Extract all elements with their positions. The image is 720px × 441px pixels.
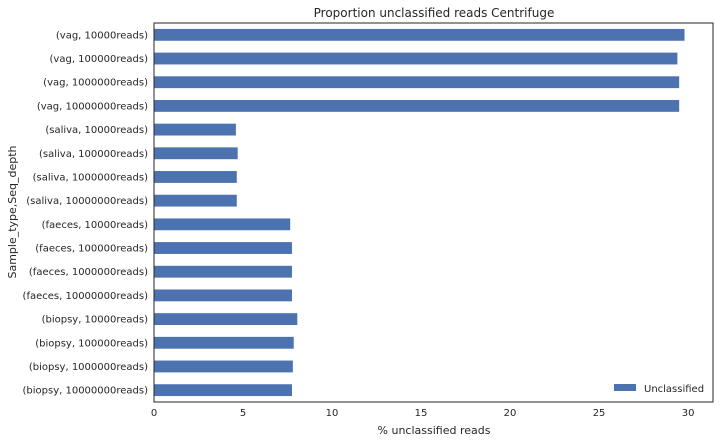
y-tick-label: (saliva, 1000000reads) bbox=[33, 172, 148, 183]
x-tick-label: 0 bbox=[151, 408, 157, 419]
legend-swatch bbox=[614, 384, 636, 391]
y-tick-label: (faeces, 10000reads) bbox=[42, 220, 148, 231]
bar bbox=[154, 313, 298, 326]
legend-label: Unclassified bbox=[644, 384, 704, 395]
bar bbox=[154, 289, 292, 302]
y-tick-label: (vag, 1000000reads) bbox=[43, 78, 148, 89]
x-tick-label: 5 bbox=[240, 408, 246, 419]
chart-title: Proportion unclassified reads Centrifuge bbox=[314, 6, 555, 20]
x-tick-label: 10 bbox=[326, 408, 339, 419]
x-tick-label: 15 bbox=[415, 408, 428, 419]
y-tick-label: (biopsy, 10000000reads) bbox=[22, 386, 148, 397]
bar bbox=[154, 218, 291, 231]
y-tick-label: (faeces, 10000000reads) bbox=[23, 291, 149, 302]
y-tick-label: (saliva, 10000reads) bbox=[45, 125, 148, 136]
x-tick-label: 20 bbox=[504, 408, 517, 419]
x-axis-title: % unclassified reads bbox=[378, 424, 491, 437]
bar bbox=[154, 242, 292, 254]
y-tick-labels: (vag, 10000reads) (vag, 100000reads) (vag,… bbox=[22, 30, 148, 396]
bar bbox=[154, 28, 685, 41]
legend: Unclassified bbox=[614, 384, 704, 395]
x-tick-label: 25 bbox=[593, 408, 606, 419]
bar bbox=[154, 336, 294, 349]
bar bbox=[154, 360, 293, 373]
bars-group bbox=[154, 28, 685, 397]
bar bbox=[154, 265, 292, 278]
bar bbox=[154, 52, 678, 65]
y-tick-label: (faeces, 1000000reads) bbox=[29, 267, 148, 278]
y-tick-label: (vag, 10000reads) bbox=[56, 30, 148, 41]
y-tick-label: (vag, 10000000reads) bbox=[37, 101, 148, 112]
x-tick-label: 30 bbox=[682, 408, 695, 419]
y-tick-label: (faeces, 100000reads) bbox=[35, 244, 148, 255]
y-tick-label: (biopsy, 1000000reads) bbox=[29, 362, 148, 373]
plot-frame bbox=[153, 22, 714, 403]
bar bbox=[154, 194, 237, 207]
bar bbox=[154, 123, 236, 136]
bar bbox=[154, 171, 237, 183]
bar bbox=[154, 147, 238, 160]
y-tick-label: (saliva, 100000reads) bbox=[39, 149, 148, 160]
y-tick-label: (vag, 100000reads) bbox=[50, 54, 149, 65]
y-tick-label: (biopsy, 100000reads) bbox=[35, 338, 148, 349]
bar bbox=[154, 99, 680, 112]
bar bbox=[154, 384, 292, 397]
bar bbox=[154, 76, 680, 89]
x-ticks: 0 5 10 15 20 25 30 bbox=[151, 408, 695, 419]
y-tick-label: (saliva, 10000000reads) bbox=[26, 196, 148, 207]
y-axis-title: Sample_type,Seq_depth bbox=[6, 145, 19, 278]
y-tick-label: (biopsy, 10000reads) bbox=[42, 315, 149, 326]
